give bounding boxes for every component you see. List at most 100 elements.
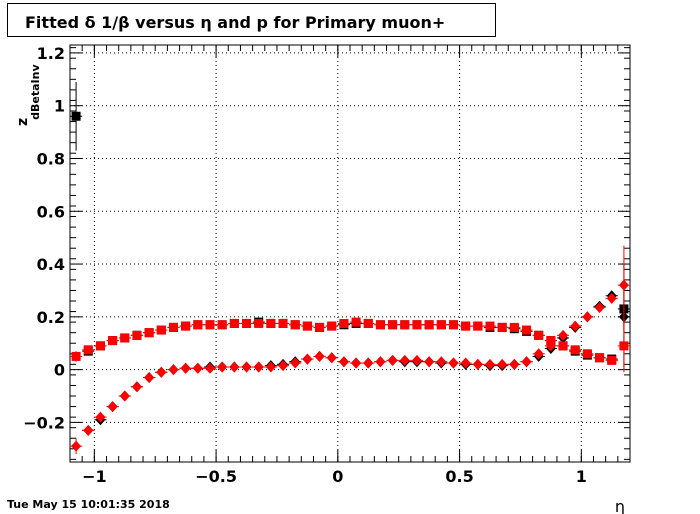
data-point-diamond [436, 356, 447, 368]
data-point-diamond [594, 302, 605, 314]
data-point-diamond [192, 362, 203, 374]
data-point-diamond [314, 350, 325, 362]
data-point-diamond [205, 362, 215, 374]
data-point-diamond [570, 320, 581, 332]
data-point-diamond [448, 357, 459, 369]
data-point-square [71, 111, 81, 121]
data-point-diamond [217, 361, 228, 373]
data-point-square [83, 345, 93, 355]
data-point-diamond [229, 361, 240, 373]
data-point-square [71, 351, 81, 361]
data-point-square [436, 320, 446, 330]
data-point-square [278, 318, 288, 328]
data-point-diamond [606, 292, 617, 304]
data-point-diamond [497, 358, 508, 370]
data-point-square [229, 318, 239, 328]
data-point-square [595, 353, 605, 363]
data-point-diamond [411, 354, 422, 366]
data-point-diamond [107, 401, 118, 413]
timestamp: Tue May 15 10:01:35 2018 [7, 498, 170, 511]
data-point-square [534, 330, 544, 340]
data-point-square [266, 318, 276, 328]
data-point-diamond [83, 424, 94, 436]
data-point-diamond [558, 329, 569, 341]
title-box: Fitted δ 1/β versus η and p for Primary … [7, 3, 496, 37]
data-point-square [448, 320, 458, 330]
data-point-square [607, 355, 617, 365]
x-axis-label: η [615, 497, 625, 514]
data-point-square [570, 345, 580, 355]
y-tick-label: 0.4 [37, 255, 65, 274]
data-point-square [193, 320, 203, 330]
data-point-diamond [375, 356, 386, 368]
data-point-square [327, 321, 337, 331]
data-point-diamond [326, 352, 337, 364]
series-3 [70, 245, 630, 455]
data-point-diamond [144, 372, 155, 384]
data-point-square [619, 341, 629, 351]
y-axis-label-sub: dBetaInv [29, 64, 42, 120]
data-point-diamond [119, 390, 130, 402]
data-point-diamond [424, 356, 435, 368]
x-tick-label: −1 [82, 467, 107, 486]
data-points [70, 81, 630, 455]
chart-title: Fitted δ 1/β versus η and p for Primary … [25, 13, 446, 32]
data-point-square [388, 320, 398, 330]
data-point-square [522, 325, 532, 335]
data-point-square [339, 318, 349, 328]
data-point-square [217, 320, 227, 330]
data-point-diamond [290, 357, 301, 369]
y-tick-label: 0.2 [37, 308, 65, 327]
data-point-square [181, 321, 191, 331]
data-point-diamond [618, 279, 629, 291]
x-tick-label: 0 [332, 467, 343, 486]
y-tick-label: 0.8 [37, 149, 65, 168]
data-point-diamond [351, 357, 362, 369]
data-point-square [168, 322, 178, 332]
data-point-diamond [533, 348, 544, 360]
data-point-diamond [71, 440, 82, 452]
y-tick-label: 0.6 [37, 202, 65, 221]
data-point-square [400, 320, 410, 330]
y-tick-label: 1.2 [37, 44, 65, 63]
data-point-square [302, 321, 312, 331]
y-axis-label-main: z [15, 118, 31, 126]
data-point-diamond [399, 354, 410, 366]
y-tick-label: 1 [54, 97, 65, 116]
data-point-diamond [460, 357, 471, 369]
grid [70, 45, 630, 462]
data-point-square [351, 317, 361, 327]
data-point-square [363, 318, 373, 328]
y-tick-label: −0.2 [23, 413, 65, 432]
data-point-square [205, 320, 215, 330]
data-point-square [108, 336, 118, 346]
series-1 [82, 264, 630, 436]
x-tick-label: 1 [576, 467, 587, 486]
data-point-diamond [509, 358, 520, 370]
data-point-diamond [131, 381, 142, 393]
data-point-square [582, 349, 592, 359]
data-point-square [375, 320, 385, 330]
data-point-diamond [302, 353, 313, 365]
data-point-diamond [265, 361, 276, 373]
data-point-diamond [582, 311, 593, 323]
data-point-square [424, 320, 434, 330]
data-point-square [120, 333, 130, 343]
data-point-diamond [156, 366, 167, 378]
data-point-square [497, 322, 507, 332]
data-point-diamond [472, 358, 483, 370]
series-0 [70, 81, 630, 364]
data-point-diamond [180, 362, 191, 374]
data-point-diamond [278, 360, 289, 372]
data-point-diamond [168, 364, 179, 376]
data-point-square [132, 330, 142, 340]
data-point-square [315, 322, 325, 332]
data-point-square [412, 320, 422, 330]
data-point-square [242, 318, 252, 328]
data-point-diamond [521, 356, 532, 368]
data-point-diamond [387, 354, 398, 366]
data-point-square [144, 328, 154, 338]
data-point-diamond [253, 361, 264, 373]
